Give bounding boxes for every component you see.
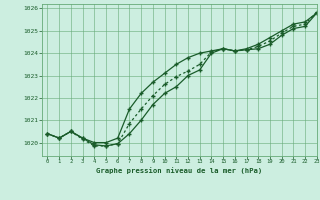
X-axis label: Graphe pression niveau de la mer (hPa): Graphe pression niveau de la mer (hPa) bbox=[96, 167, 262, 174]
